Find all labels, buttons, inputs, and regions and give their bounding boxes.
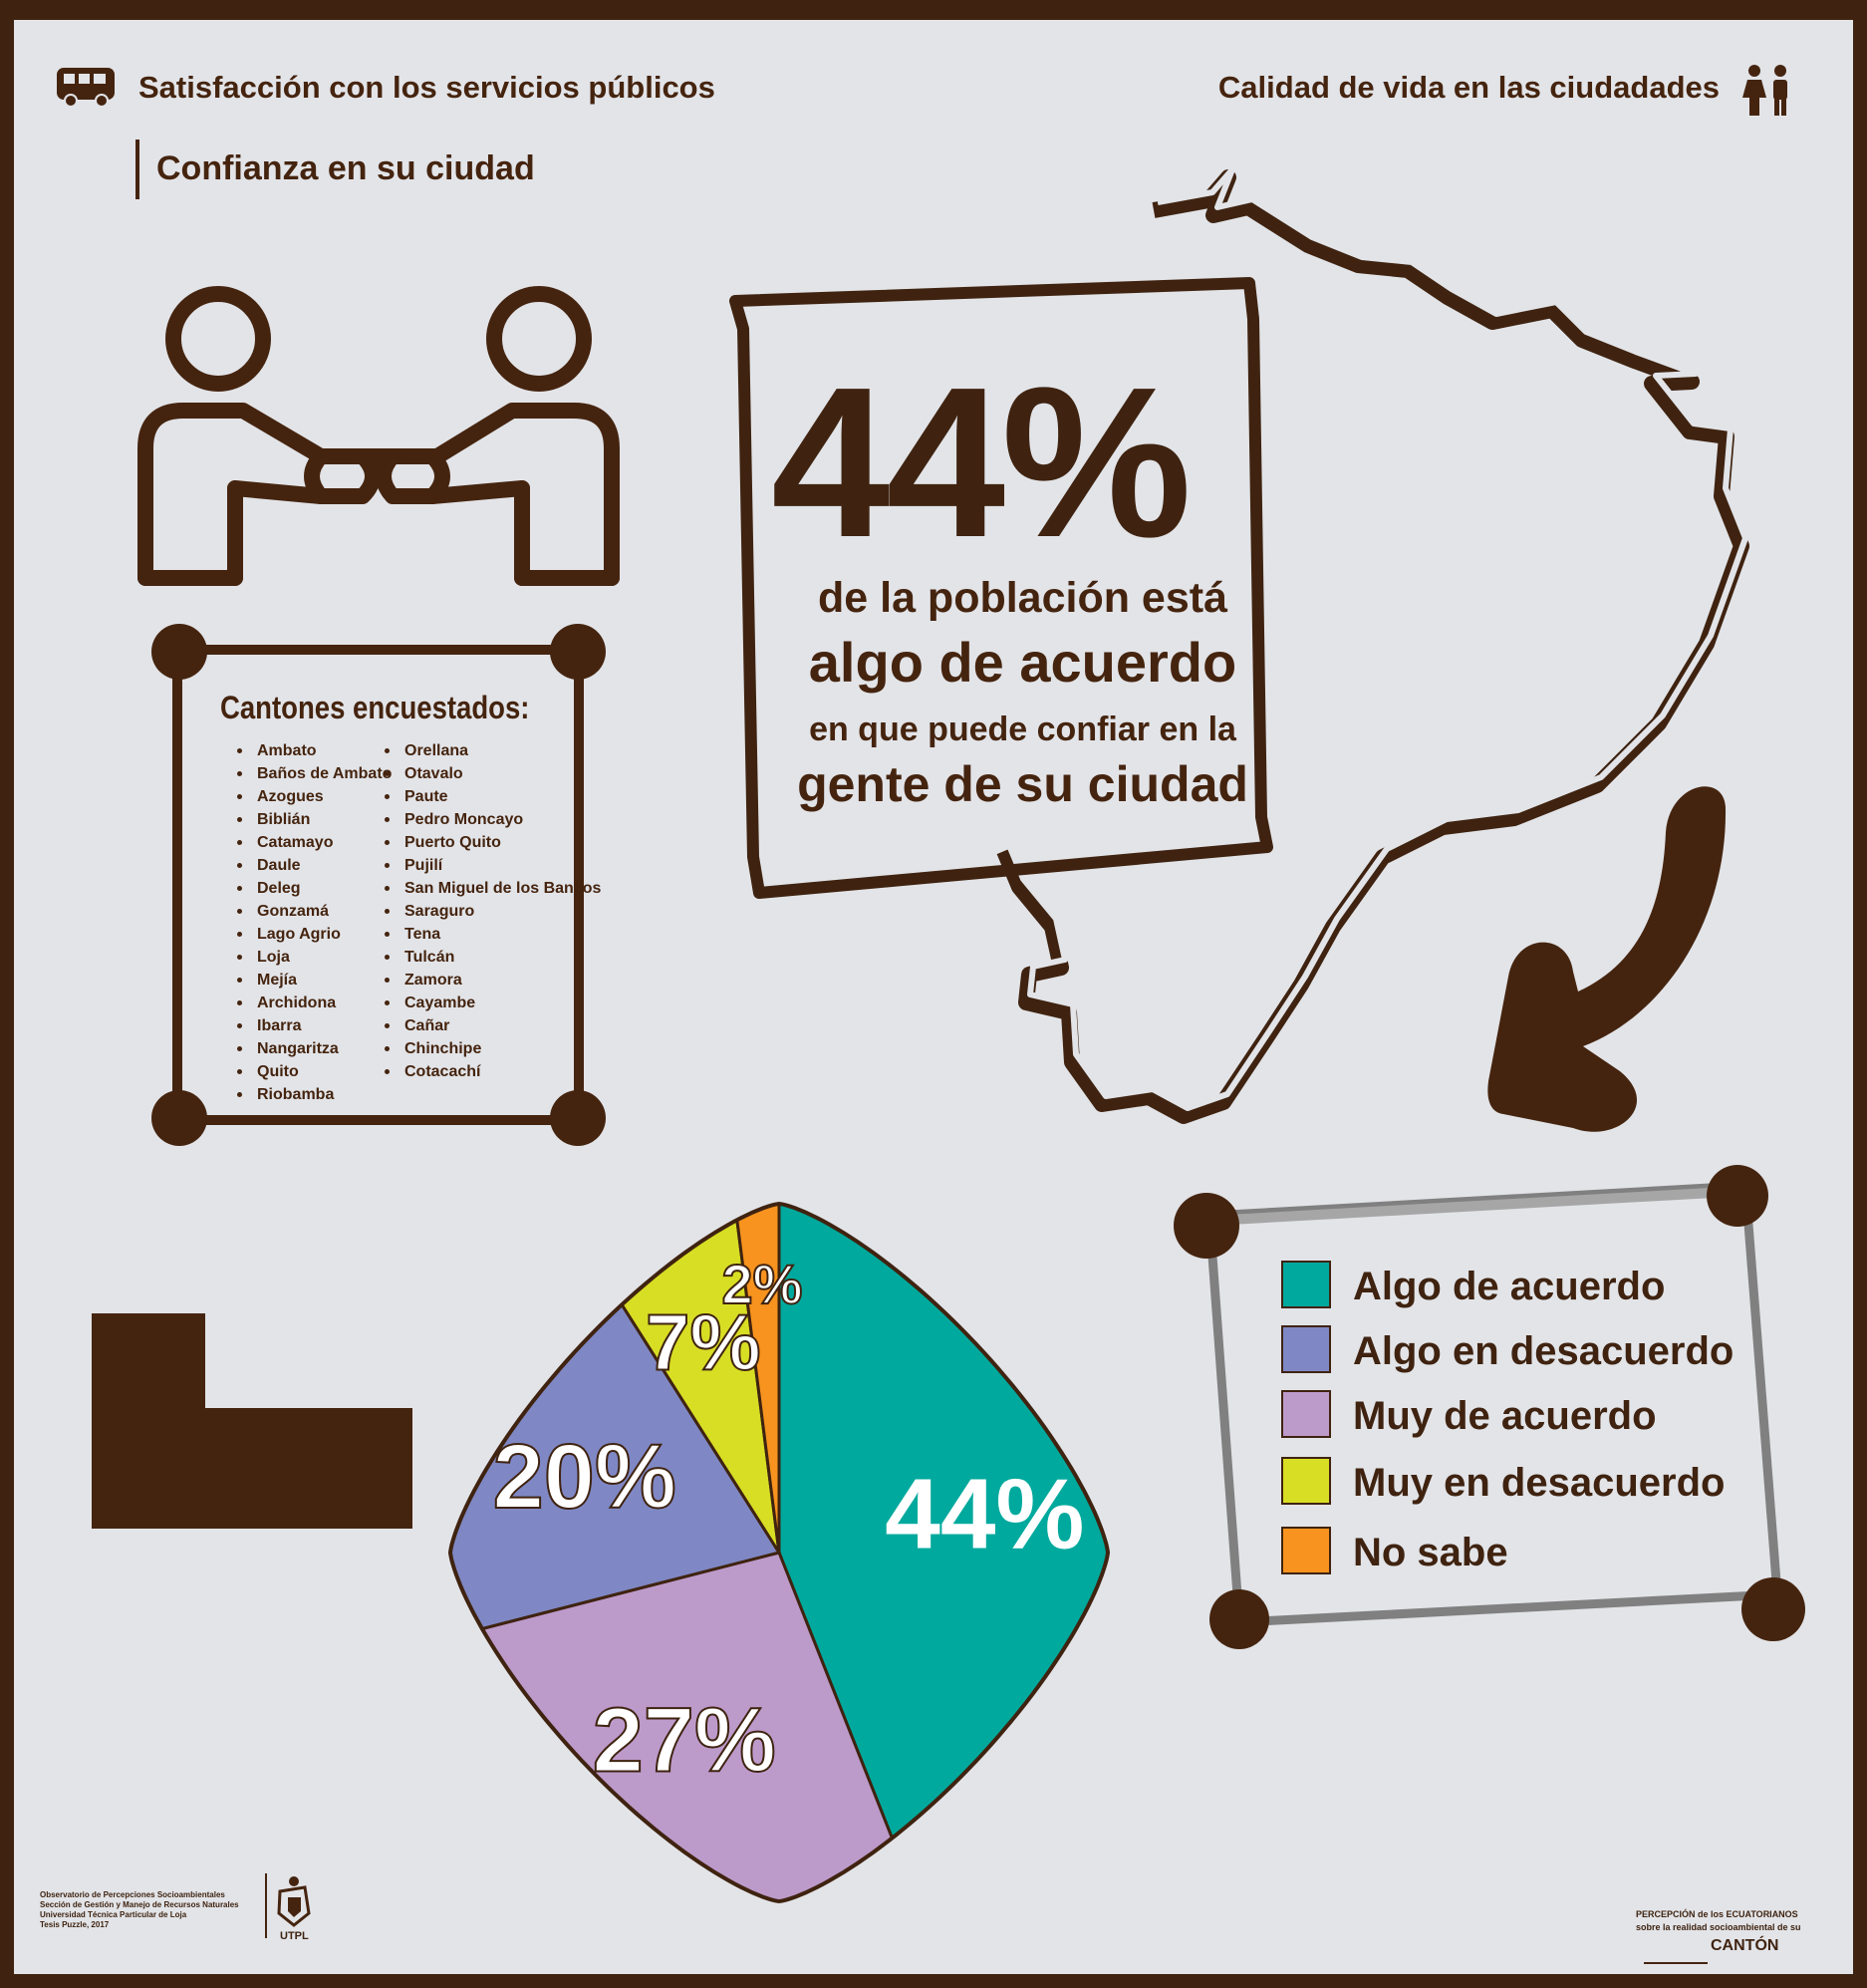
arrow-icon xyxy=(1487,786,1727,1132)
cantones-frame xyxy=(151,624,606,1146)
brand-line-1: PERCEPCIÓN de los ECUATORIANOS xyxy=(1636,1909,1798,1919)
pie-data-label: 7% xyxy=(646,1297,761,1386)
pie-slice xyxy=(712,1204,781,1554)
pie-outline xyxy=(447,1201,1111,1904)
legend-label: No sabe xyxy=(1353,1531,1508,1574)
bus-icon xyxy=(57,68,115,108)
pie-data-label: 27% xyxy=(593,1689,776,1791)
pie-slice xyxy=(777,1204,1108,1901)
highlight-value-wrap: 44% xyxy=(771,339,1239,582)
canton-item: Catamayo xyxy=(233,831,392,854)
canton-item: San Miguel de los Bancos xyxy=(381,877,601,900)
section-title: Confianza en su ciudad xyxy=(156,149,535,187)
canton-item: Riobamba xyxy=(233,1083,392,1106)
footer-credit-4: Tesis Puzzle, 2017 xyxy=(40,1920,110,1929)
canton-item: Nangaritza xyxy=(233,1037,392,1060)
highlight-line-2: algo de acuerdo xyxy=(808,631,1237,694)
legend-swatch xyxy=(1281,1390,1331,1438)
brand-line-3: CANTÓN xyxy=(1711,1937,1779,1954)
footer-credit-2: Sección de Gestión y Manejo de Recursos … xyxy=(40,1900,239,1909)
handshake-icon xyxy=(137,286,620,586)
canton-item: Chinchipe xyxy=(381,1037,601,1060)
section-bar xyxy=(135,140,139,199)
legend-swatch xyxy=(1281,1527,1331,1574)
canton-item: Loja xyxy=(233,946,392,969)
pie-data-label: 2% xyxy=(722,1253,803,1315)
canton-item: Lago Agrio xyxy=(233,923,392,946)
legend-label: Algo de acuerdo xyxy=(1353,1265,1666,1308)
canton-item: Saraguro xyxy=(381,900,601,923)
header-left-title: Satisfacción con los servicios públicos xyxy=(138,70,715,105)
footer-credits: Observatorio de Percepciones Socioambien… xyxy=(40,1890,239,1930)
legend-label: Muy de acuerdo xyxy=(1353,1394,1657,1438)
canton-item: Orellana xyxy=(381,739,601,762)
canton-item: Archidona xyxy=(233,992,392,1014)
decorations xyxy=(57,65,1805,1964)
canton-item: Otavalo xyxy=(381,762,601,785)
highlight-line-1: de la población está xyxy=(818,574,1227,622)
canton-item: Ambato xyxy=(233,739,392,762)
canton-item: Tena xyxy=(381,923,601,946)
pie-chart: 44% 27% 20% 7%2% xyxy=(447,1201,1111,1904)
legend-swatch xyxy=(1281,1457,1331,1505)
canton-item: Pujilí xyxy=(381,854,601,877)
cantones-title: Cantones encuestados: xyxy=(220,690,530,725)
highlight-line-3: en que puede confiar en la xyxy=(809,710,1236,748)
legend-swatch xyxy=(1281,1261,1331,1308)
canton-item: Zamora xyxy=(381,969,601,992)
canton-item: Baños de Ambato xyxy=(233,762,392,785)
pie-data-label: 20% xyxy=(493,1426,676,1528)
ecuador-map-outline xyxy=(1005,166,1748,1111)
pie-data-label: 44% xyxy=(885,1459,1084,1570)
people-icon xyxy=(1742,65,1787,116)
canton-item: Cayambe xyxy=(381,992,601,1014)
canton-item: Azogues xyxy=(233,785,392,808)
legend-frame xyxy=(1174,1165,1805,1649)
cantones-column-1: Ambato Baños de Ambato Azogues Biblián Catam… xyxy=(233,739,392,1106)
utpl-logo-icon xyxy=(265,1873,311,1938)
highlight-value: 44% xyxy=(771,342,1192,582)
canton-item: Tulcán xyxy=(381,946,601,969)
legend-swatch xyxy=(1281,1325,1331,1373)
footer-credit-1: Observatorio de Percepciones Socioambien… xyxy=(40,1890,225,1899)
canton-item: Mejía xyxy=(233,969,392,992)
canton-item: Cañar xyxy=(381,1014,601,1037)
highlight-line-4: gente de su ciudad xyxy=(797,756,1248,812)
canton-item: Cotacachí xyxy=(381,1060,601,1083)
canton-item: Pedro Moncayo xyxy=(381,808,601,831)
brand-line-2: sobre la realidad socioambiental de su xyxy=(1636,1922,1801,1932)
pie-slice xyxy=(499,1204,781,1554)
legend-label: Algo en desacuerdo xyxy=(1353,1329,1734,1373)
legend-label: Muy en desacuerdo xyxy=(1353,1461,1726,1505)
canton-item: Biblián xyxy=(233,808,392,831)
footer-credit-3: Universidad Técnica Particular de Loja xyxy=(40,1910,187,1919)
canton-item: Daule xyxy=(233,854,392,877)
utpl-logo-text: UTPL xyxy=(280,1930,309,1942)
canton-item: Puerto Quito xyxy=(381,831,601,854)
cantones-column-2: Orellana Otavalo Paute Pedro Moncayo Puerto … xyxy=(381,739,601,1083)
canton-item: Gonzamá xyxy=(233,900,392,923)
canton-item: Deleg xyxy=(233,877,392,900)
canton-item: Quito xyxy=(233,1060,392,1083)
infographic-page: Satisfacción con los servicios públicos … xyxy=(14,20,1853,1974)
canton-item: Paute xyxy=(381,785,601,808)
highlight-frame xyxy=(729,277,1273,899)
header-right-title: Calidad de vida en las ciudadades xyxy=(1217,70,1720,105)
decorative-block xyxy=(92,1313,412,1529)
canton-item: Ibarra xyxy=(233,1014,392,1037)
